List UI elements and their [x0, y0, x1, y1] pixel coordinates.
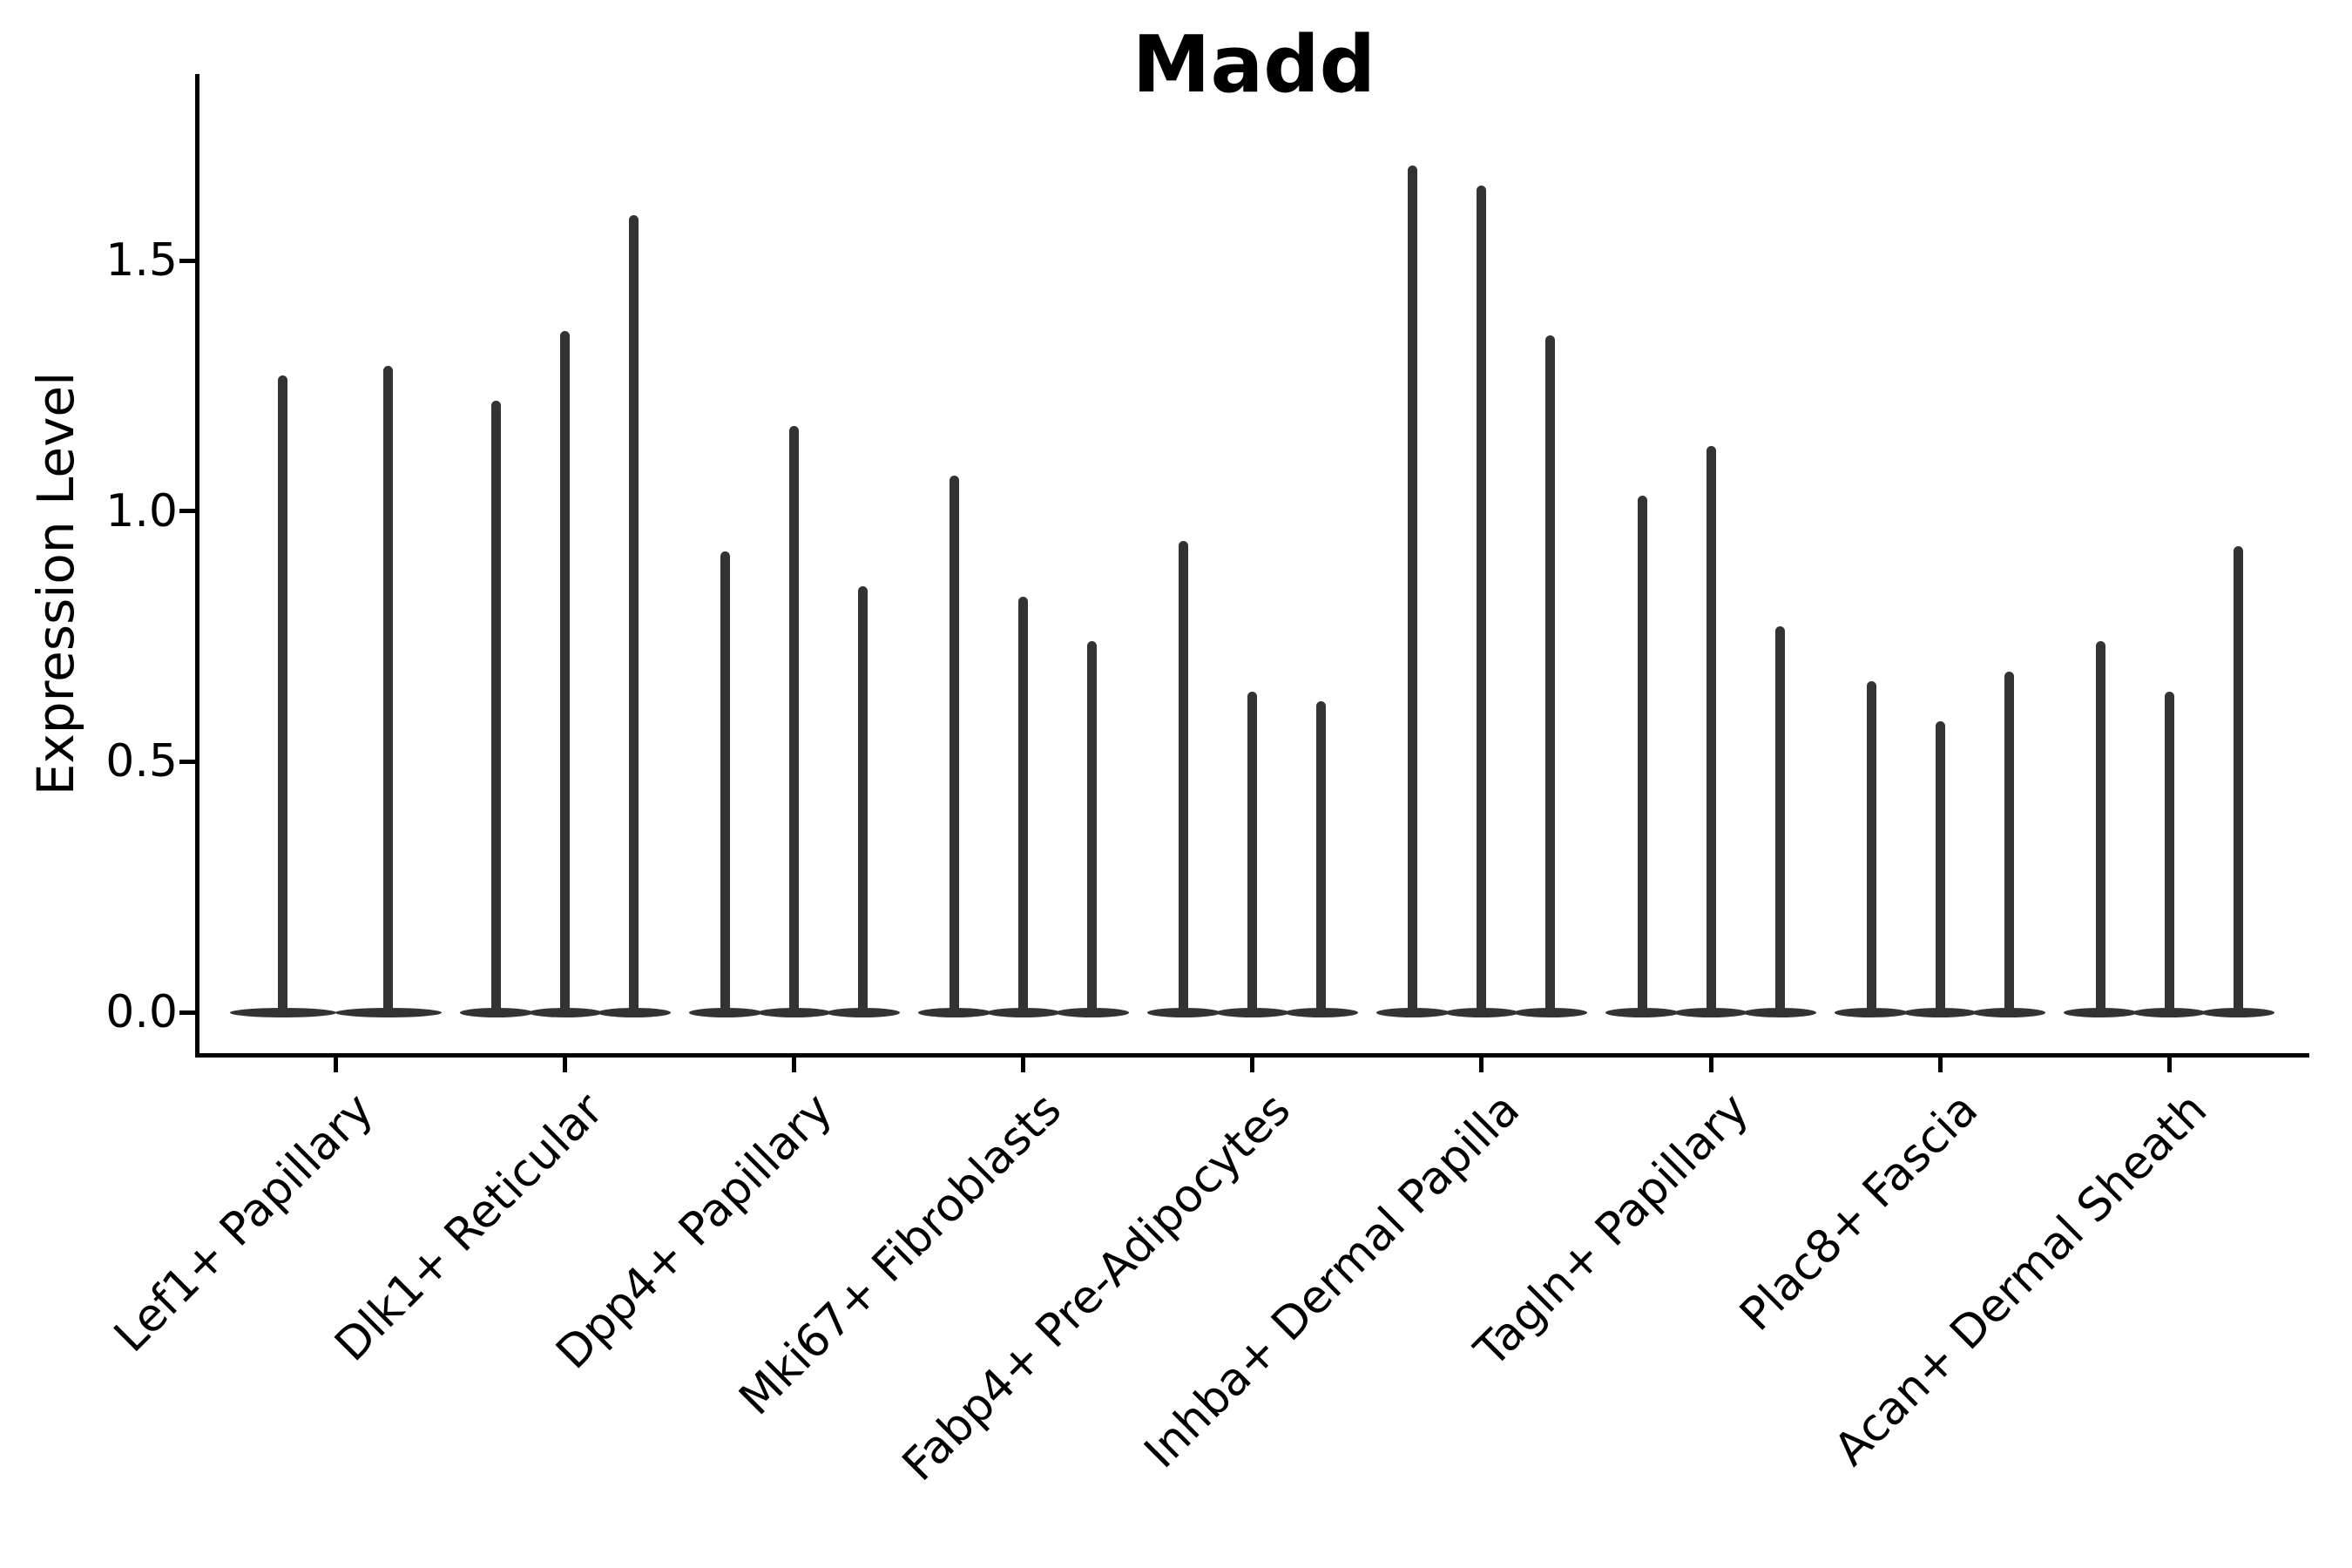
violin-spike-6-1 [1408, 165, 1418, 1016]
x-tick-mark-3 [792, 1053, 797, 1072]
violin-spike-2-2 [560, 330, 570, 1016]
violin-spike-1-2 [383, 365, 394, 1016]
x-tick-label-3: Dpp4+ Papillary [545, 1083, 842, 1380]
x-tick-label-7: Tagln+ Papillary [1464, 1083, 1760, 1377]
violin-spike-8-3 [2004, 671, 2014, 1016]
violin-spike-5-1 [1179, 541, 1189, 1016]
y-axis-spine [195, 74, 199, 1058]
y-tick-label-1.0: 1.0 [105, 484, 178, 537]
violin-spike-2-3 [629, 215, 639, 1016]
violin-spike-2-1 [491, 401, 501, 1016]
x-tick-label-2: Dlk1+ Reticular [324, 1083, 613, 1372]
violin-spike-8-1 [1866, 681, 1876, 1016]
violin-spike-7-2 [1706, 445, 1716, 1016]
y-tick-label-0.0: 0.0 [105, 986, 178, 1038]
violin-spike-9-3 [2233, 545, 2243, 1016]
y-tick-mark-0.0 [179, 1010, 199, 1015]
violin-spike-3-2 [789, 425, 800, 1016]
violin-spike-3-3 [858, 585, 868, 1016]
x-tick-label-4: Mki67+ Fibroblasts [729, 1083, 1071, 1426]
violin-spike-5-2 [1247, 691, 1258, 1016]
x-tick-mark-2 [563, 1053, 567, 1072]
x-tick-mark-7 [1708, 1053, 1713, 1072]
violin-spike-7-3 [1774, 626, 1785, 1016]
chart-title: Madd [1132, 19, 1376, 111]
x-tick-mark-4 [1021, 1053, 1026, 1072]
x-tick-mark-5 [1250, 1053, 1255, 1072]
y-tick-mark-1.0 [179, 509, 199, 514]
y-tick-label-1.5: 1.5 [105, 234, 178, 287]
y-tick-label-0.5: 0.5 [105, 735, 178, 788]
x-tick-label-9: Acan+ Dermal Sheath [1824, 1083, 2218, 1477]
violin-spike-9-1 [2095, 641, 2105, 1016]
x-tick-label-5: Fabp4+ Pre-Adipocytes [892, 1083, 1301, 1491]
violin-spike-4-3 [1087, 641, 1098, 1016]
violin-spike-5-3 [1316, 701, 1327, 1016]
x-tick-mark-9 [2166, 1053, 2172, 1072]
violin-spike-8-2 [1935, 721, 1945, 1016]
x-tick-label-8: Plac8+ Fascia [1730, 1083, 1989, 1342]
y-tick-mark-0.5 [179, 759, 199, 764]
x-tick-label-6: Inhba+ Dermal Papilla [1134, 1083, 1531, 1479]
violin-spike-7-1 [1637, 496, 1647, 1016]
x-tick-mark-8 [1937, 1053, 1943, 1072]
violin-spike-9-2 [2164, 691, 2174, 1016]
y-tick-mark-1.5 [179, 258, 199, 263]
violin-spike-6-2 [1477, 185, 1487, 1016]
violin-spike-4-2 [1018, 596, 1029, 1016]
violin-spike-4-1 [950, 476, 960, 1016]
x-tick-mark-1 [333, 1053, 338, 1072]
violin-spike-3-1 [720, 551, 731, 1016]
violin-spike-6-3 [1545, 335, 1556, 1016]
violin-spike-1-1 [278, 375, 288, 1016]
x-tick-mark-6 [1479, 1053, 1484, 1072]
